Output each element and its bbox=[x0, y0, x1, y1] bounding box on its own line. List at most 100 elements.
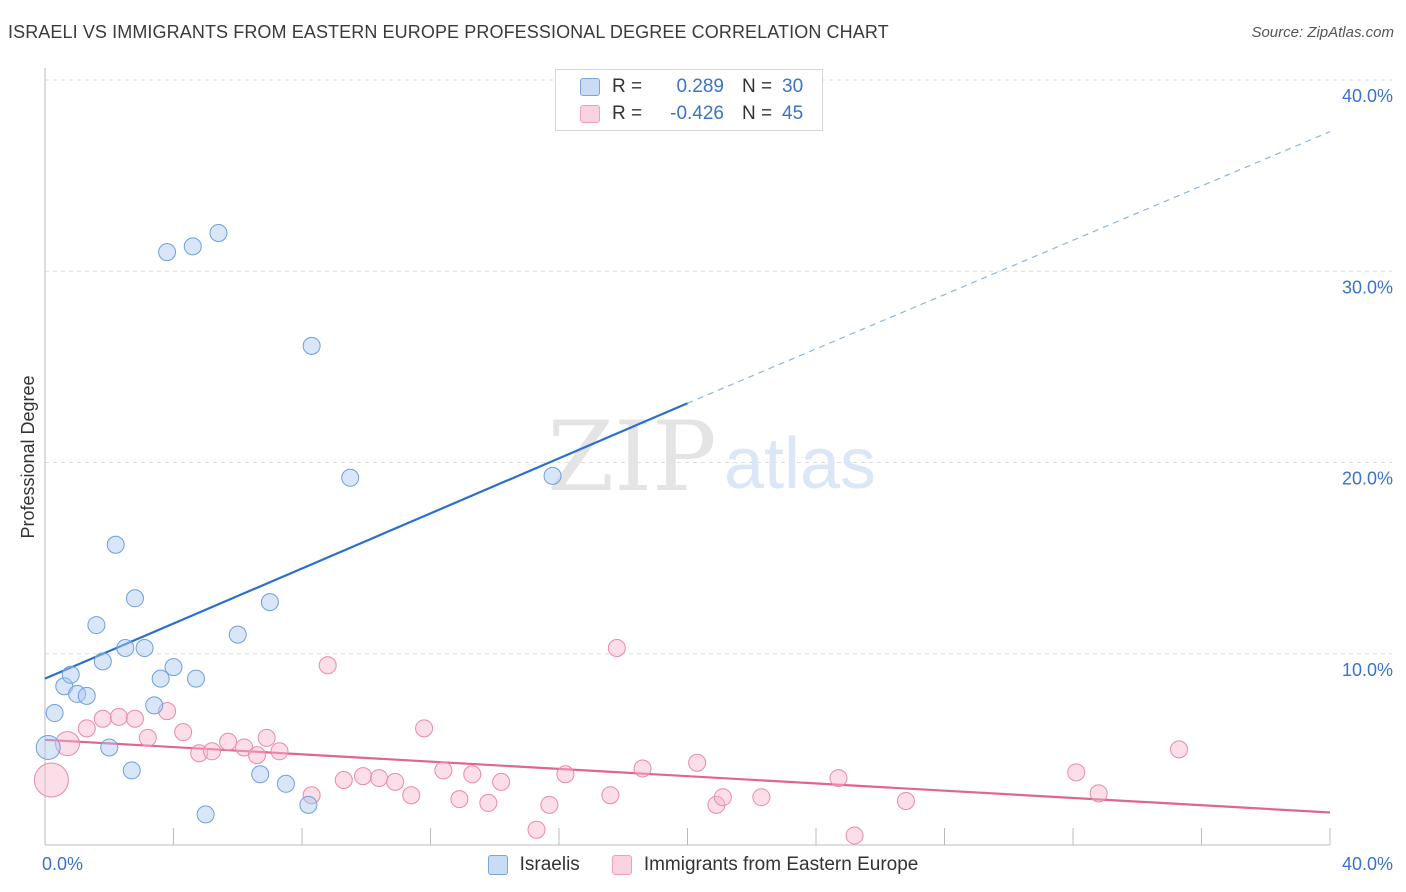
source-label: Source: ZipAtlas.com bbox=[1251, 24, 1394, 41]
israelis-point bbox=[87, 616, 106, 635]
eastern-europe-point bbox=[302, 786, 321, 805]
israelis-trend-extension bbox=[687, 131, 1331, 404]
israelis-point bbox=[122, 761, 141, 780]
series-swatch-israelis bbox=[487, 855, 508, 875]
y-tick-label: 10.0% bbox=[1342, 660, 1393, 680]
israelis-point bbox=[158, 243, 177, 262]
israelis-point bbox=[93, 652, 112, 671]
israelis-point bbox=[299, 795, 318, 814]
israelis-point bbox=[135, 639, 154, 658]
eastern-europe-point bbox=[370, 769, 389, 788]
eastern-europe-trend-line bbox=[44, 738, 1331, 814]
israelis-point bbox=[164, 658, 183, 677]
eastern-europe-point bbox=[713, 788, 732, 807]
eastern-europe-point bbox=[174, 723, 193, 742]
legend-n-label: N = bbox=[742, 103, 773, 124]
eastern-europe-point bbox=[270, 742, 289, 761]
israelis-point bbox=[260, 593, 279, 612]
trend-lines bbox=[44, 131, 1331, 814]
y-tick-label: 30.0% bbox=[1342, 277, 1393, 297]
israelis-point bbox=[116, 639, 135, 658]
israelis-point bbox=[209, 224, 228, 242]
eastern-europe-point bbox=[633, 759, 652, 778]
eastern-europe-point bbox=[707, 795, 726, 814]
eastern-europe-point bbox=[688, 753, 707, 772]
y-tick-label: 40.0% bbox=[1342, 86, 1393, 106]
eastern-europe-point bbox=[415, 719, 434, 738]
legend-row-eastern-europe: R = -0.426 N = 45 bbox=[580, 101, 803, 127]
eastern-europe-point bbox=[492, 772, 511, 791]
israelis-point bbox=[151, 669, 170, 688]
eastern-europe-point bbox=[450, 790, 469, 809]
israelis-point bbox=[543, 466, 562, 485]
correlation-legend: R = 0.289 N = 30 R = -0.426 N = 45 bbox=[555, 69, 823, 131]
chart-title: ISRAELI VS IMMIGRANTS FROM EASTERN EUROP… bbox=[8, 22, 889, 42]
watermark-atlas: atlas bbox=[724, 424, 876, 504]
legend-swatch-eastern-europe bbox=[580, 105, 600, 123]
israelis-point bbox=[183, 237, 202, 256]
legend-swatch-israelis bbox=[580, 78, 600, 96]
israelis-point bbox=[196, 805, 215, 824]
israelis-point bbox=[61, 665, 80, 684]
series-label-israelis: Israelis bbox=[519, 854, 580, 875]
eastern-europe-point bbox=[219, 732, 238, 751]
eastern-europe-point bbox=[479, 793, 498, 812]
israelis-point bbox=[276, 774, 295, 793]
israelis-point bbox=[77, 686, 96, 705]
watermark: ZIP atlas bbox=[547, 401, 876, 513]
eastern-europe-point bbox=[248, 746, 267, 765]
x-tick-label: 0.0% bbox=[42, 854, 83, 874]
eastern-europe-point bbox=[203, 742, 222, 761]
eastern-europe-point bbox=[829, 769, 848, 788]
axis-labels: 10.0% 20.0% 30.0% 40.0% 0.0% 40.0% Professiona… bbox=[18, 86, 1393, 874]
series-legend: Israelis Immigrants from Eastern Europe bbox=[0, 852, 1406, 878]
eastern-europe-point bbox=[402, 786, 421, 805]
eastern-europe-point bbox=[386, 772, 405, 791]
eastern-europe-point bbox=[845, 826, 864, 845]
eastern-europe-point bbox=[540, 795, 559, 814]
israelis-point bbox=[35, 734, 61, 760]
legend-r-label: R = bbox=[612, 76, 643, 97]
eastern-europe-point bbox=[318, 656, 337, 675]
eastern-europe-point bbox=[434, 761, 453, 780]
series-legend-israelis[interactable]: Israelis bbox=[487, 854, 580, 876]
grid-lines bbox=[45, 79, 1392, 655]
data-points bbox=[33, 224, 1189, 845]
legend-r-value: -0.426 bbox=[670, 103, 724, 124]
israelis-point bbox=[302, 336, 321, 355]
y-tick-label: 20.0% bbox=[1342, 469, 1393, 489]
israelis-point bbox=[145, 696, 164, 715]
series-swatch-eastern-europe bbox=[611, 855, 632, 875]
eastern-europe-point bbox=[1067, 763, 1086, 782]
legend-r-value: 0.289 bbox=[676, 76, 724, 97]
legend-n-value: 45 bbox=[782, 103, 804, 124]
israelis-point bbox=[125, 589, 144, 608]
eastern-europe-point bbox=[607, 639, 626, 658]
watermark-zip: ZIP bbox=[547, 401, 716, 513]
x-tick-label: 40.0% bbox=[1342, 854, 1393, 874]
eastern-europe-point bbox=[334, 770, 353, 789]
eastern-europe-point bbox=[138, 728, 157, 747]
eastern-europe-point bbox=[93, 709, 112, 728]
eastern-europe-point bbox=[109, 707, 128, 726]
legend-n-label: N = bbox=[742, 76, 773, 97]
israelis-point bbox=[100, 738, 119, 757]
eastern-europe-point bbox=[463, 765, 482, 784]
eastern-europe-point bbox=[601, 786, 620, 805]
eastern-europe-point bbox=[1089, 784, 1108, 803]
legend-n-value: 30 bbox=[782, 76, 804, 97]
series-label-eastern-europe: Immigrants from Eastern Europe bbox=[643, 854, 919, 875]
eastern-europe-point bbox=[33, 762, 69, 798]
israelis-trend-line bbox=[44, 402, 688, 680]
israelis-point bbox=[106, 535, 125, 554]
israelis-point bbox=[45, 704, 64, 723]
eastern-europe-point bbox=[527, 820, 546, 839]
israelis-point bbox=[251, 765, 270, 784]
eastern-europe-point bbox=[752, 788, 771, 807]
eastern-europe-point bbox=[54, 731, 80, 757]
israelis-point bbox=[186, 669, 205, 688]
eastern-europe-point bbox=[556, 765, 575, 784]
series-legend-eastern-europe[interactable]: Immigrants from Eastern Europe bbox=[611, 854, 919, 876]
y-axis-title: Professional Degree bbox=[18, 375, 38, 538]
